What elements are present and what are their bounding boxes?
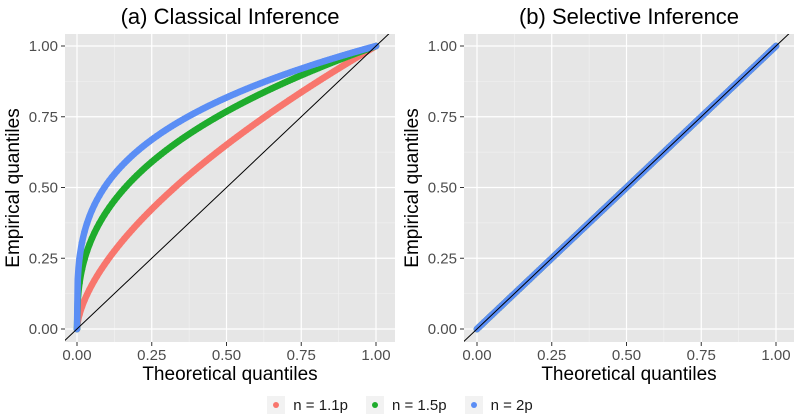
data-area bbox=[464, 34, 790, 342]
reference-line bbox=[65, 34, 390, 342]
y-tick-label: 0.75 bbox=[428, 109, 457, 126]
gridlines bbox=[464, 34, 794, 342]
x-tick-label: 0.25 bbox=[537, 347, 566, 364]
data-point bbox=[81, 228, 88, 236]
legend-dot-blue bbox=[470, 402, 477, 408]
y-tick-label: 0.25 bbox=[29, 250, 58, 267]
x-tick-label: 0.00 bbox=[462, 347, 491, 364]
x-axis-label: Theoretical quantiles bbox=[142, 364, 317, 385]
x-tick-label: 0.50 bbox=[212, 347, 241, 364]
data-area bbox=[65, 34, 390, 342]
data-point bbox=[78, 239, 86, 246]
legend-key bbox=[365, 396, 384, 414]
y-axis-label: Empirical quantiles bbox=[402, 108, 423, 267]
y-axis-label: Empirical quantiles bbox=[3, 108, 24, 267]
data-point bbox=[91, 229, 98, 237]
y-tick-label: 0.75 bbox=[29, 109, 58, 126]
series-n-1-1p bbox=[73, 42, 380, 333]
panel-selective: 0.00 0.25 0.50 0.75 1.00 0.00 0.25 0.50 0.75 1.00… bbox=[402, 4, 794, 385]
y-tick-label: 0.50 bbox=[428, 180, 457, 197]
legend-key bbox=[464, 396, 483, 414]
reference-line bbox=[464, 34, 790, 342]
x-axis-label: Theoretical quantiles bbox=[541, 364, 716, 385]
x-tick-label: 0.00 bbox=[62, 347, 91, 364]
x-tick-label: 1.00 bbox=[361, 347, 390, 364]
y-tick-label: 0.50 bbox=[29, 180, 58, 197]
data-point bbox=[83, 247, 91, 255]
figure: 0.00 0.25 0.50 0.75 1.00 0.00 0.25 0.50 0.75 1.00… bbox=[3, 4, 794, 385]
data-point bbox=[86, 213, 93, 220]
data-point bbox=[83, 291, 91, 298]
data-point bbox=[76, 255, 83, 262]
data-point bbox=[88, 235, 96, 242]
legend-item-n-1-1p: n = 1.1p bbox=[267, 396, 348, 414]
x-tick-label: 0.75 bbox=[287, 347, 316, 364]
data-point bbox=[81, 296, 88, 304]
data-point bbox=[88, 206, 96, 214]
legend: n = 1.1p n = 1.5p n = 2p bbox=[0, 393, 800, 417]
legend-dot-red bbox=[273, 402, 280, 408]
panel-classical: 0.00 0.25 0.50 0.75 1.00 0.00 0.25 0.50 0.75 1.00… bbox=[3, 4, 395, 385]
y-tick-label: 0.00 bbox=[428, 321, 457, 338]
data-point bbox=[83, 220, 91, 227]
data-point bbox=[86, 241, 93, 248]
data-point bbox=[91, 201, 98, 209]
chart-title: (b) Selective Inference bbox=[519, 4, 739, 29]
legend-dot-green bbox=[371, 402, 378, 408]
y-tick-label: 0.25 bbox=[428, 250, 457, 267]
legend-item-n-2p: n = 2p bbox=[464, 396, 533, 414]
legend-label: n = 2p bbox=[490, 396, 533, 414]
chart-title: (a) Classical Inference bbox=[121, 4, 340, 29]
x-tick-label: 1.00 bbox=[761, 347, 790, 364]
y-tick-label: 0.00 bbox=[29, 321, 58, 338]
x-tick-label: 0.75 bbox=[687, 347, 716, 364]
x-tick-label: 0.50 bbox=[612, 347, 641, 364]
legend-item-n-1-5p: n = 1.5p bbox=[365, 396, 447, 414]
gridlines bbox=[65, 34, 395, 342]
y-tick-label: 1.00 bbox=[29, 38, 58, 55]
x-tick-label: 0.25 bbox=[137, 347, 166, 364]
series-n-2p bbox=[73, 42, 380, 333]
legend-key bbox=[267, 396, 286, 414]
y-tick-label: 1.00 bbox=[428, 38, 457, 55]
legend-label: n = 1.5p bbox=[391, 396, 447, 414]
legend-label: n = 1.1p bbox=[293, 396, 348, 414]
